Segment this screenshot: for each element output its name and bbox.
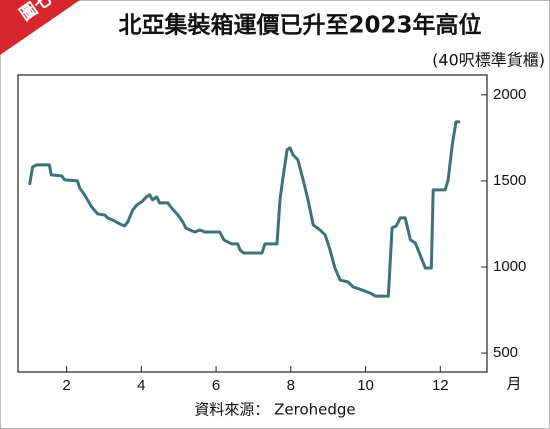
x-tick-label: 6 (212, 377, 220, 394)
source: 資料來源： Zerohedge (194, 401, 355, 419)
x-tick-label: 12 (432, 377, 449, 394)
badge-bg (0, 0, 80, 55)
y-tick-label: 1500 (493, 172, 526, 189)
plot-frame (17, 74, 488, 373)
x-tick-label: 10 (357, 377, 374, 394)
x-axis-label: 月 (506, 375, 521, 393)
y-tick-label: 2000 (493, 86, 526, 103)
x-tick-label: 4 (137, 377, 145, 394)
data-line (28, 120, 461, 298)
y-tick-label: 500 (493, 344, 518, 361)
y-tick-label: 1000 (493, 258, 526, 275)
x-tick-label: 8 (287, 377, 295, 394)
chart-title: 北亞集裝箱運價已升至2023年高位 (118, 12, 481, 39)
chart-subtitle: (40呎標準貨櫃) (432, 51, 545, 70)
x-tick-label: 2 (62, 377, 70, 394)
